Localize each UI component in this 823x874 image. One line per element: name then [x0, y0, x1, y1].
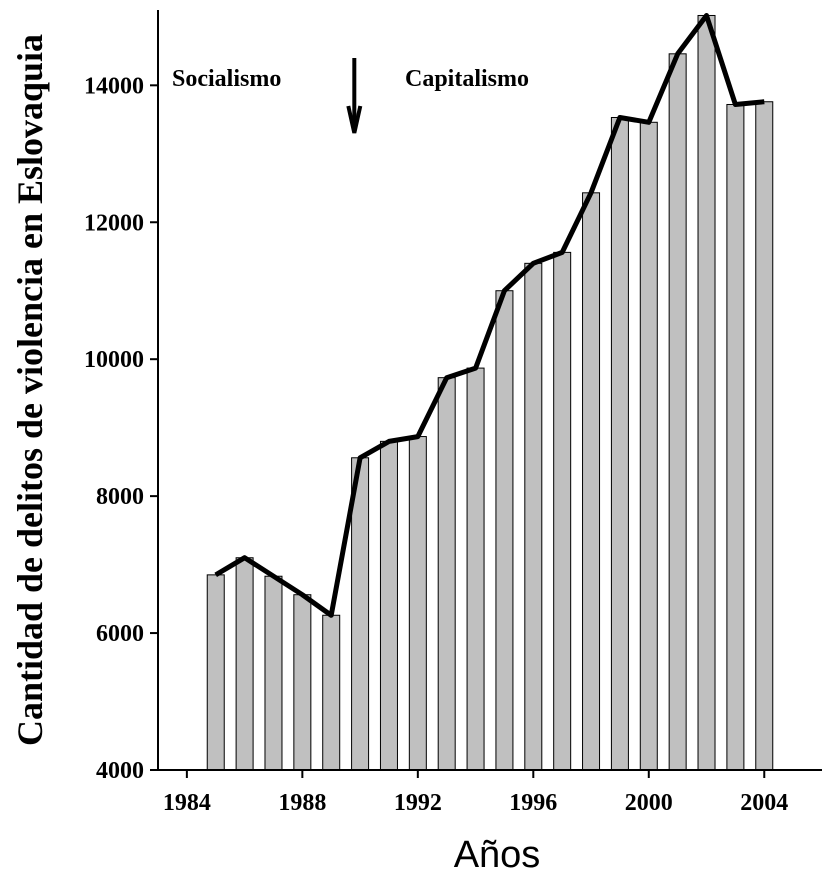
bar-1997 — [553, 251, 572, 771]
bar-1986 — [235, 557, 254, 771]
bar-2002 — [697, 14, 716, 771]
trend-line — [214, 13, 765, 618]
annotation-socialismo: Socialismo — [172, 66, 281, 92]
bars-group — [206, 14, 774, 771]
bar-1993 — [437, 377, 456, 771]
bar-1990 — [351, 457, 370, 771]
bar-2003 — [726, 103, 745, 771]
y-tick-label-4000: 4000 — [96, 758, 144, 784]
bar-1996 — [524, 262, 543, 771]
bar-2004 — [755, 101, 774, 771]
bar-1992 — [408, 436, 427, 771]
x-tick-label-1992: 1992 — [394, 790, 442, 816]
bar-1994 — [466, 367, 485, 771]
bar-1985 — [206, 574, 225, 771]
y-tick-label-14000: 14000 — [84, 73, 144, 99]
y-tick-label-8000: 8000 — [96, 484, 144, 510]
annotation-capitalismo: Capitalismo — [405, 66, 529, 92]
bar-2001 — [668, 53, 687, 771]
bar-1999 — [610, 116, 629, 771]
x-tick-label-2004: 2004 — [740, 790, 788, 816]
x-ticks-group: 1984 1988 1992 1996 2000 2004 — [163, 770, 788, 816]
bar-2000 — [639, 121, 658, 771]
bar-1995 — [495, 290, 514, 771]
x-tick-label-1988: 1988 — [278, 790, 326, 816]
axes-group — [157, 10, 822, 771]
x-axis-label: Años — [454, 834, 541, 874]
bar-1987 — [264, 575, 283, 771]
y-axis-label: Cantidad de delitos de violencia en Eslo… — [10, 34, 50, 746]
y-tick-label-6000: 6000 — [96, 621, 144, 647]
bar-1988 — [293, 594, 312, 771]
bar-1998 — [582, 192, 601, 771]
y-tick-label-12000: 12000 — [84, 210, 144, 236]
down-arrow-icon — [346, 58, 363, 134]
x-tick-label-1996: 1996 — [509, 790, 557, 816]
y-tick-label-10000: 10000 — [84, 347, 144, 373]
bar-1989 — [322, 614, 341, 771]
x-tick-label-1984: 1984 — [163, 790, 211, 816]
bar-1991 — [379, 440, 398, 771]
x-tick-label-2000: 2000 — [625, 790, 673, 816]
y-ticks-group: 4000 6000 8000 10000 12000 14000 — [84, 73, 158, 784]
